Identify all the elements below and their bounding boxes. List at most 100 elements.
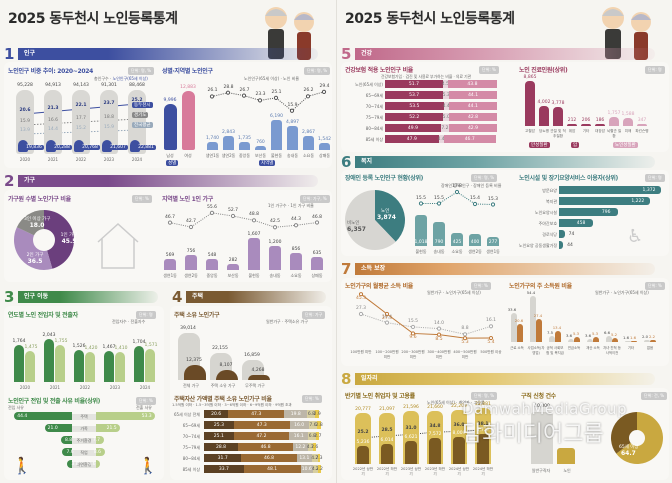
region-label: 생연1동 — [163, 273, 177, 278]
region-label: 송내동 — [269, 273, 281, 278]
age-label: 70~74세 — [365, 104, 383, 109]
facility-label: 방문요양 — [542, 188, 557, 193]
disease-bar — [609, 117, 619, 126]
elderly-bar — [517, 324, 523, 342]
migration-legend: 전입자수 · 전출자수 — [112, 319, 146, 324]
single-hh-value: 569 — [165, 252, 175, 258]
stacked-segment: 5.0 — [442, 113, 450, 121]
facility-value: 74 — [568, 231, 575, 237]
ratio3-value: 14.4 — [47, 127, 59, 132]
migration-reason-chart: 전입 사유 전출 사유 주택 44.4 53.3 가족 21.0 21.5 주거환경 8.8 7.7… — [4, 306, 164, 480]
section-label: 가구 — [18, 175, 318, 187]
total-pop-value: 94,913 — [45, 83, 61, 88]
elderly-value: 9.6 — [409, 335, 417, 341]
job-seek-chart: 10,000 일반구직자 노인 65세 이상 64.7 — [341, 388, 669, 480]
year-label: 2020 — [19, 157, 31, 162]
stacked-segment: 4.7 — [311, 454, 319, 462]
donut-value: 64.7 — [621, 450, 636, 457]
gender-bar — [164, 103, 177, 150]
employment-rate: 31.0 — [405, 426, 417, 432]
chart-lines — [167, 210, 320, 230]
disease-value: 206 — [581, 118, 591, 123]
region-label: 상패동 — [311, 273, 323, 278]
employed-bar — [357, 446, 369, 464]
out-value: 1,755 — [54, 339, 68, 345]
year-label: 2022 — [75, 157, 87, 162]
elderly-value: 5.4 — [487, 340, 495, 346]
disability-value: 277 — [488, 240, 498, 245]
person-icon — [102, 140, 112, 152]
region-ratio: 26.1 — [207, 88, 218, 94]
household-donut-chart: 1인 가구 45.5 2인 가구 36.5 3인 이상 가구 18.0 — [4, 190, 332, 282]
general-bar — [606, 336, 612, 342]
region-label: 불현동 — [270, 153, 283, 158]
disease-value: 347 — [637, 118, 647, 123]
elderly-value: 27.4 — [533, 312, 543, 318]
employed-bar — [381, 443, 393, 464]
employment-legend: 노인(65세 이상) · 취업자 · 고용률 — [427, 400, 485, 405]
out-value: 1,420 — [84, 346, 98, 352]
age-label: 80~84세 — [182, 456, 200, 461]
total-pop-bar — [16, 90, 34, 154]
section-migration-header: 3 인구 이동 — [4, 290, 158, 305]
elderly-pop-value: 20,288 — [52, 145, 72, 150]
general-bar — [587, 338, 593, 342]
elderly-bar — [650, 340, 656, 342]
stacked-segment: 4.5 — [441, 80, 449, 88]
general-value: 8.8 — [461, 326, 469, 332]
year-label: 2021 — [49, 385, 61, 390]
unit-badge: 단위: 가구 — [302, 311, 326, 319]
facility-bar — [559, 230, 565, 238]
year-label: 2021 — [47, 157, 59, 162]
elderly-bar — [536, 318, 542, 342]
unit-badge: 단위: % — [132, 195, 152, 203]
single-hh-bar — [290, 252, 302, 270]
region-bar — [223, 136, 234, 150]
elderly-pop-value: 22,881 — [136, 145, 156, 150]
period-label: 2022년 상반기 — [352, 467, 374, 476]
in-value: 1,764 — [12, 339, 26, 345]
section-label: 인구 이동 — [18, 291, 158, 303]
page-title: 2025 동두천시 노인등록통계 — [8, 11, 178, 27]
owned-house-bar — [248, 374, 270, 380]
region-bar — [287, 126, 298, 150]
section-label: 소득 보장 — [355, 263, 655, 275]
general-value: 3.6 — [584, 332, 592, 338]
out-reason-bar — [96, 460, 100, 468]
stacked-segment: 28.8 — [204, 443, 238, 451]
income-source-category: 재산 소득 — [586, 346, 600, 350]
stacked-segment: 2.9 — [313, 410, 321, 418]
disease-label: 관절 및 척추질환 — [550, 129, 566, 138]
region-label: 소요동 — [451, 249, 463, 254]
health-checkup-chart: 건강보험가입 · 검진 및 사용료 부가하는 비율 · 의료 기관 노인(65세 … — [341, 62, 669, 152]
single-hh-value: 1,200 — [268, 240, 282, 245]
disability-bar — [451, 232, 463, 246]
single-hh-bar — [311, 257, 323, 270]
reason-label: 직업 — [72, 450, 96, 456]
region-label: 보산동 — [227, 273, 239, 278]
stacked-segment: 44.1 — [449, 91, 497, 99]
employed-value: 8,727 — [476, 428, 490, 434]
income-source-category: 사업소득(자영업) — [527, 346, 545, 355]
section-population-header: 1 인구 — [4, 47, 318, 62]
job-seek-label: 일반구직자 — [531, 468, 551, 473]
disease-label: 고혈압 — [525, 129, 535, 133]
job-seek-value: 10,000 — [534, 404, 550, 409]
year-label: 2023 — [109, 385, 121, 390]
stacked-segment: 47.9 — [385, 135, 439, 143]
region-value: 2,843 — [222, 130, 235, 136]
out-reason-bar — [96, 436, 105, 444]
income-category: 100만원 미만 — [350, 350, 372, 354]
general-value: 15.5 — [407, 318, 419, 324]
disability-ratio: 17.8 — [451, 184, 463, 189]
period-label: 2024년 하반기 — [472, 467, 494, 476]
unit-badge: 단위: % — [302, 395, 322, 403]
employment-rate: 28.5 — [381, 427, 393, 433]
employed-bar — [429, 438, 441, 464]
housing-value-chart: 1.5억원 이하 · 1.5~3억원 이하 · 3~6억원 이하 · 6~9억원… — [170, 306, 332, 480]
out-reason-bar — [96, 424, 120, 432]
elderly-value: 22,209 — [451, 403, 467, 409]
disease-label: 기타 — [582, 129, 590, 133]
region-label: 송내동 — [433, 249, 445, 254]
chart-lines — [611, 412, 663, 464]
